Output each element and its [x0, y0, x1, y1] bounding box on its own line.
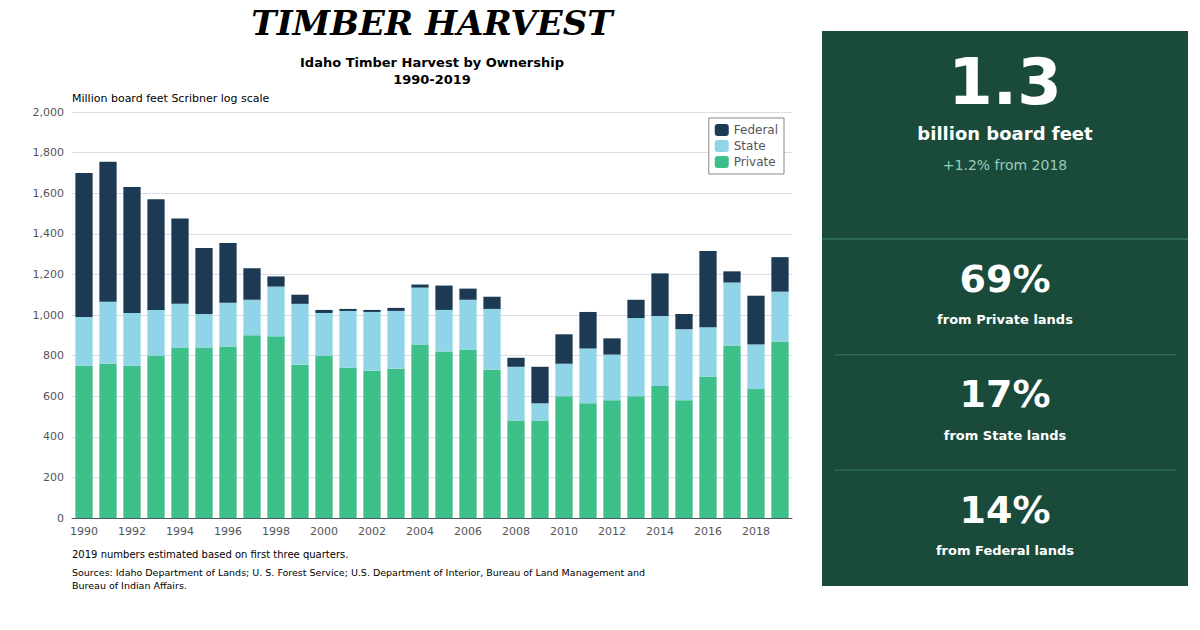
svg-text:1996: 1996: [214, 525, 242, 538]
svg-text:billion board feet: billion board feet: [917, 123, 1093, 144]
svg-text:1990-2019: 1990-2019: [393, 72, 471, 87]
svg-text:1998: 1998: [262, 525, 290, 538]
svg-text:200: 200: [43, 471, 64, 484]
svg-text:2018: 2018: [742, 525, 770, 538]
svg-text:from Private lands: from Private lands: [937, 312, 1073, 327]
svg-text:2019 numbers estimated based o: 2019 numbers estimated based on first th…: [72, 549, 348, 560]
svg-text:Private: Private: [734, 155, 776, 169]
svg-text:2010: 2010: [550, 525, 578, 538]
svg-text:Bureau of Indian Affairs.: Bureau of Indian Affairs.: [72, 580, 187, 591]
svg-text:+1.2% from 2018: +1.2% from 2018: [943, 157, 1067, 173]
svg-text:2012: 2012: [598, 525, 626, 538]
svg-text:2008: 2008: [502, 525, 530, 538]
svg-text:from State lands: from State lands: [944, 428, 1067, 443]
svg-text:State: State: [734, 139, 766, 153]
svg-text:2004: 2004: [406, 525, 434, 538]
svg-text:TIMBER HARVEST: TIMBER HARVEST: [251, 3, 615, 43]
svg-text:800: 800: [43, 349, 64, 362]
svg-text:2016: 2016: [694, 525, 722, 538]
svg-text:2000: 2000: [310, 525, 338, 538]
svg-text:14%: 14%: [960, 488, 1051, 532]
svg-text:1,200: 1,200: [33, 268, 65, 281]
svg-text:Sources: Idaho Department of L: Sources: Idaho Department of Lands; U. S…: [72, 567, 645, 578]
svg-text:1,400: 1,400: [33, 227, 65, 240]
svg-text:1.3: 1.3: [948, 45, 1061, 119]
svg-text:1994: 1994: [166, 525, 194, 538]
svg-text:Federal: Federal: [734, 123, 778, 137]
svg-text:2002: 2002: [358, 525, 386, 538]
svg-text:1990: 1990: [70, 525, 98, 538]
svg-text:Idaho Timber Harvest by Owners: Idaho Timber Harvest by Ownership: [300, 55, 564, 70]
svg-text:Million board feet Scribner lo: Million board feet Scribner log scale: [72, 92, 270, 105]
svg-text:1992: 1992: [118, 525, 146, 538]
svg-text:400: 400: [43, 430, 64, 443]
svg-text:1,800: 1,800: [33, 146, 65, 159]
svg-text:69%: 69%: [960, 257, 1051, 301]
svg-text:2,000: 2,000: [33, 106, 65, 119]
svg-text:17%: 17%: [960, 372, 1051, 416]
svg-text:0: 0: [57, 512, 64, 525]
svg-text:2006: 2006: [454, 525, 482, 538]
svg-text:from Federal lands: from Federal lands: [936, 543, 1074, 558]
svg-text:1,600: 1,600: [33, 187, 65, 200]
svg-text:2014: 2014: [646, 525, 674, 538]
svg-text:600: 600: [43, 390, 64, 403]
svg-text:1,000: 1,000: [33, 309, 65, 322]
